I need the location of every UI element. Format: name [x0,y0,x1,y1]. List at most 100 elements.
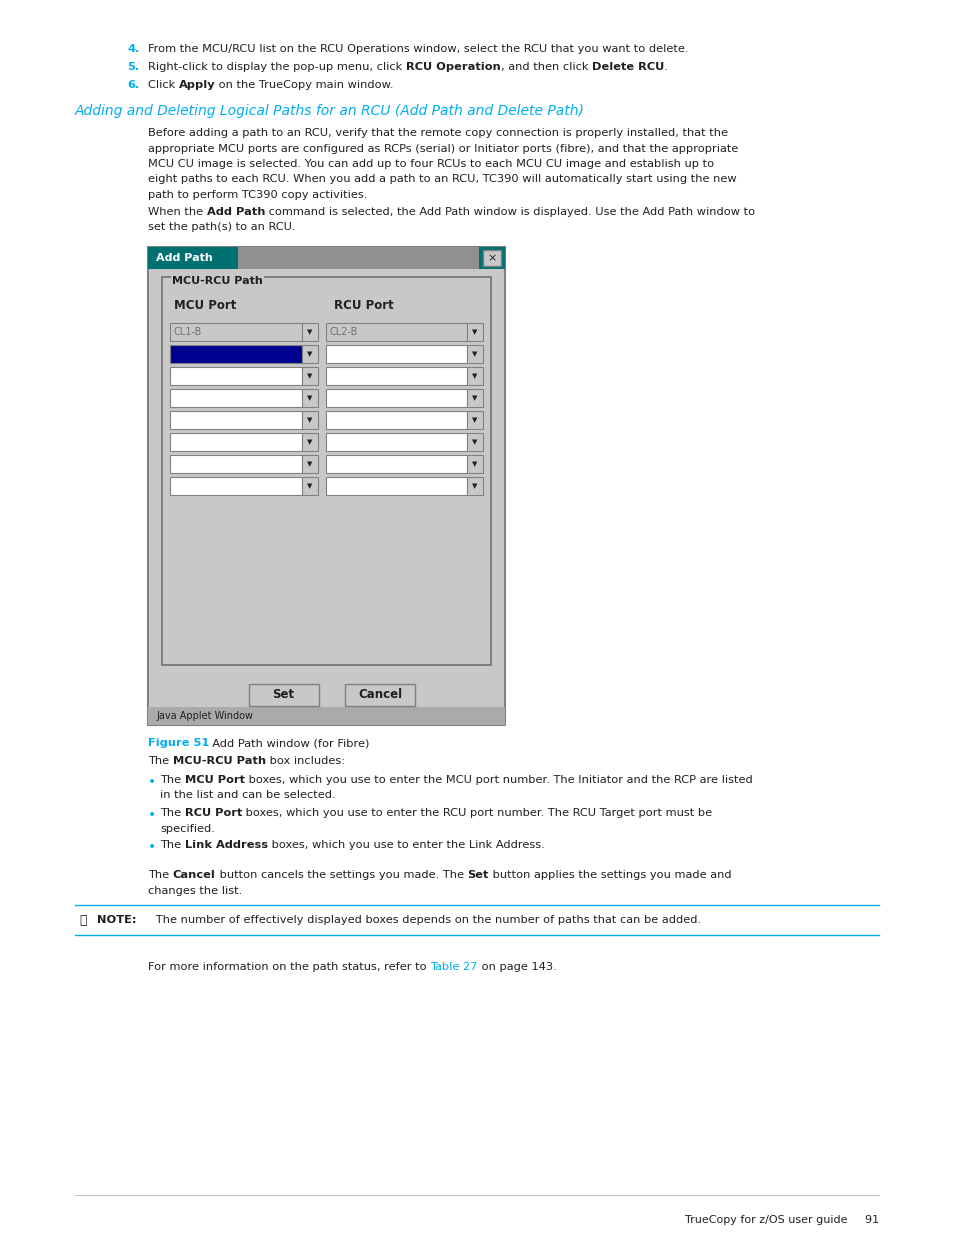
Text: eight paths to each RCU. When you add a path to an RCU, TC390 will automatically: eight paths to each RCU. When you add a … [148,174,736,184]
Text: Adding and Deleting Logical Paths for an RCU (Add Path and Delete Path): Adding and Deleting Logical Paths for an… [75,104,584,119]
Bar [148,247,504,269]
Text: specified.: specified. [160,824,214,834]
Text: ▼: ▼ [307,438,313,445]
Text: For more information on the path status, refer to: For more information on the path status,… [148,962,430,972]
Text: The number of effectively displayed boxes depends on the number of paths that ca: The number of effectively displayed boxe… [145,915,700,925]
Bar [467,454,482,473]
Text: MCU-RCU Path: MCU-RCU Path [172,275,262,287]
Bar [170,411,302,429]
Text: NOTE:: NOTE: [97,915,136,925]
Text: on page 143.: on page 143. [477,962,556,972]
Text: in the list and can be selected.: in the list and can be selected. [160,790,335,800]
Text: MCU-RCU Path: MCU-RCU Path [172,756,266,766]
Bar [237,247,478,269]
Text: changes the list.: changes the list. [148,885,242,895]
Bar [467,324,482,341]
Text: Apply: Apply [178,80,215,90]
Bar [170,324,302,341]
Bar [302,367,317,385]
Text: 🖹: 🖹 [79,914,87,926]
Text: Java Applet Window: Java Applet Window [156,711,253,721]
Text: CL1-B: CL1-B [173,327,202,337]
Text: Cancel: Cancel [357,688,402,701]
Text: ▼: ▼ [472,351,477,357]
Text: appropriate MCU ports are configured as RCPs (serial) or Initiator ports (fibre): appropriate MCU ports are configured as … [148,143,738,153]
Text: ▼: ▼ [472,329,477,335]
Bar [302,345,317,363]
Bar [170,345,302,363]
Text: ×: × [487,253,497,263]
Text: ▼: ▼ [307,373,313,379]
Text: box includes:: box includes: [266,756,345,766]
Text: From the MCU/RCU list on the RCU Operations window, select the RCU that you want: From the MCU/RCU list on the RCU Operati… [148,44,688,54]
Bar [148,706,504,725]
Text: Table 27: Table 27 [430,962,477,972]
Text: The: The [148,869,172,881]
Bar [467,367,482,385]
Text: 4.: 4. [127,44,139,54]
Text: button cancels the settings you made. The: button cancels the settings you made. Th… [215,869,467,881]
Bar [249,684,318,706]
Text: ▼: ▼ [307,483,313,489]
Text: boxes, which you use to enter the Link Address.: boxes, which you use to enter the Link A… [268,840,544,850]
Bar [326,433,467,451]
Text: ▼: ▼ [472,461,477,467]
Text: ▼: ▼ [472,417,477,424]
Text: MCU CU image is selected. You can add up to four RCUs to each MCU CU image and e: MCU CU image is selected. You can add up… [148,159,714,169]
Text: set the path(s) to an RCU.: set the path(s) to an RCU. [148,222,295,232]
Text: Right-click to display the pop-up menu, click: Right-click to display the pop-up menu, … [148,62,405,72]
Text: ▼: ▼ [307,461,313,467]
Bar [302,454,317,473]
Text: Set: Set [467,869,488,881]
Bar [170,454,302,473]
Bar [326,367,467,385]
Bar [467,477,482,495]
Bar [326,454,467,473]
Text: RCU Port: RCU Port [185,808,242,818]
Bar [302,477,317,495]
Bar [345,684,415,706]
Text: The: The [160,808,185,818]
Text: ▼: ▼ [307,329,313,335]
Bar [148,247,504,725]
Bar [302,324,317,341]
Text: •: • [148,808,156,823]
Text: ▼: ▼ [307,351,313,357]
Text: RCU Port: RCU Port [334,299,394,312]
Text: ▼: ▼ [472,395,477,401]
Text: boxes, which you use to enter the MCU port number. The Initiator and the RCP are: boxes, which you use to enter the MCU po… [245,776,752,785]
Bar [302,411,317,429]
Bar [162,277,491,664]
Bar [170,389,302,408]
Text: The: The [160,776,185,785]
Text: When the: When the [148,207,207,217]
Bar [326,411,467,429]
Bar [326,477,467,495]
Text: 5.: 5. [127,62,139,72]
Text: Cancel: Cancel [172,869,215,881]
Text: TrueCopy for z/OS user guide     91: TrueCopy for z/OS user guide 91 [684,1215,878,1225]
Text: .: . [663,62,667,72]
Text: Click: Click [148,80,178,90]
Text: ▼: ▼ [472,438,477,445]
Text: •: • [148,840,156,853]
Text: 6.: 6. [127,80,139,90]
Text: Add Path: Add Path [207,207,265,217]
Bar [482,249,500,266]
Text: RCU Operation: RCU Operation [405,62,500,72]
Bar [326,345,467,363]
Text: MCU Port: MCU Port [173,299,236,312]
Bar [467,433,482,451]
Text: •: • [148,776,156,789]
Text: MCU Port: MCU Port [185,776,245,785]
Bar [326,389,467,408]
Text: , and then click: , and then click [500,62,591,72]
Bar [302,433,317,451]
Text: Before adding a path to an RCU, verify that the remote copy connection is proper: Before adding a path to an RCU, verify t… [148,128,727,138]
Text: Add Path window (for Fibre): Add Path window (for Fibre) [205,739,369,748]
Text: command is selected, the Add Path window is displayed. Use the Add Path window t: command is selected, the Add Path window… [265,207,755,217]
Bar [170,367,302,385]
Text: ▼: ▼ [307,417,313,424]
Text: Add Path: Add Path [156,253,213,263]
Bar [170,433,302,451]
